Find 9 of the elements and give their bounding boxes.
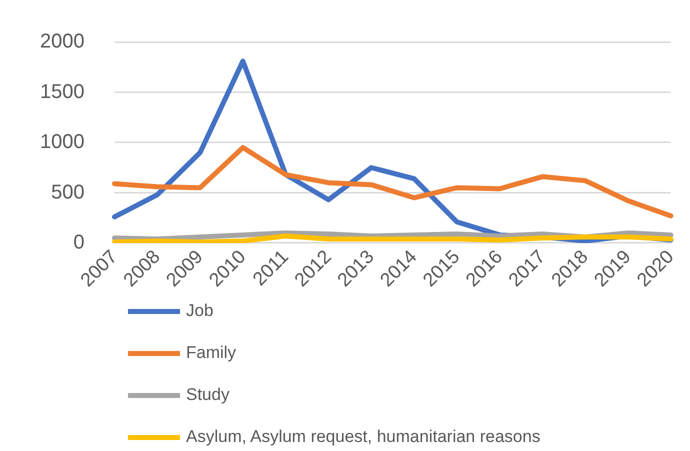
y-tick-label: 1500 [40,80,84,103]
legend-label: Study [186,385,230,405]
y-tick-label: 0 [73,232,84,254]
legend-label: Family [186,343,236,363]
y-tick-label: 2000 [40,30,84,53]
legend-label: Job [186,301,214,321]
legend-label: Asylum, Asylum request, humanitarian reasons [186,427,540,447]
y-tick-label: 1000 [40,131,84,154]
y-tick-label: 500 [51,181,84,204]
